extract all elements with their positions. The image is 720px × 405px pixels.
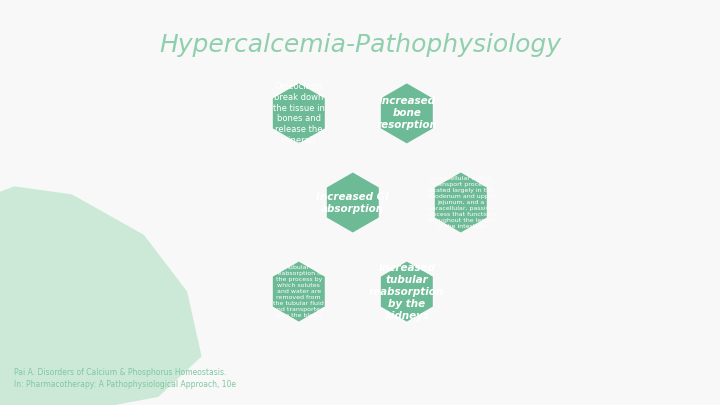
Text: Increased GI
absorption: Increased GI absorption (316, 192, 390, 213)
Text: Tubular
reabsorption is
the process by
which solutes
and water are
removed from
: Tubular reabsorption is the process by w… (274, 265, 324, 318)
Polygon shape (273, 83, 325, 143)
Polygon shape (435, 173, 487, 232)
Text: Pai A. Disorders of Calcium & Phosphorus Homeostasis.
In: Pharmacotherapy: A Pat: Pai A. Disorders of Calcium & Phosphorus… (14, 368, 236, 389)
Polygon shape (0, 186, 202, 405)
Text: Hypercalcemia-Pathophysiology: Hypercalcemia-Pathophysiology (159, 32, 561, 57)
Polygon shape (381, 262, 433, 322)
Polygon shape (327, 173, 379, 232)
Text: Osteoclasts
break down
the tissue in
bones and
release the
minerals: Osteoclasts break down the tissue in bon… (273, 82, 325, 145)
Polygon shape (273, 262, 325, 322)
Polygon shape (381, 83, 433, 143)
Text: Increased
tubular
reabsorption
by the
kidneys: Increased tubular reabsorption by the ki… (369, 262, 444, 321)
Text: Transcellular active
transport process
located largely in the
duodenum and upper: Transcellular active transport process l… (426, 176, 496, 229)
Text: Increased
bone
resorption: Increased bone resorption (377, 96, 437, 130)
